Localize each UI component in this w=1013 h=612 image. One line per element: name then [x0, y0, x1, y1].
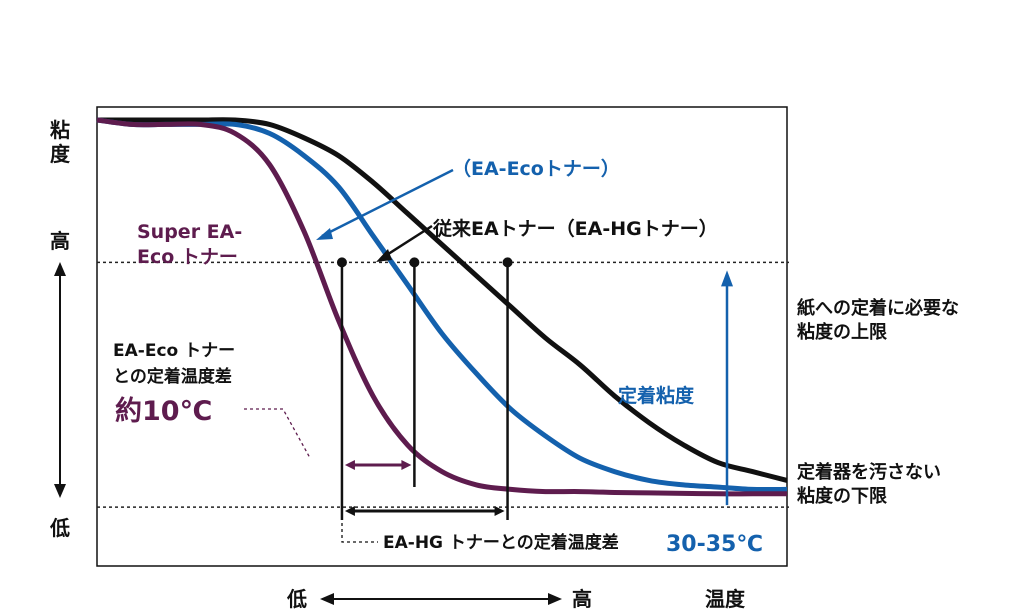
y-axis-low-label: 低: [49, 516, 70, 540]
hg-diff-dashed-leader: [341, 517, 378, 543]
x-axis-arrowhead-left: [320, 593, 334, 605]
fixing-viscosity-label: 定着粘度: [618, 384, 695, 407]
hg-label-leader-arrowhead: [376, 249, 392, 262]
eco-diff-value: 約10℃: [115, 395, 212, 427]
upper-limit-label-line-1: 紙への定着に必要な: [797, 297, 959, 319]
x-axis-title: 温度: [705, 587, 746, 611]
eco-label-leader-arrowhead: [316, 228, 333, 240]
hg-temp-diff-arrowhead-right: [494, 506, 505, 516]
y-axis-label-char-1: 粘: [50, 118, 70, 142]
y-axis-label-char-2: 度: [50, 142, 71, 166]
x-axis-high-label: 高: [572, 587, 592, 611]
y-axis-arrowhead-up: [54, 262, 66, 276]
upper-limit-label-line-2: 粘度の上限: [797, 321, 888, 343]
intersection-point: [409, 257, 420, 268]
fixing-viscosity-range-arrowhead: [721, 270, 733, 287]
lower-limit-label-line-1: 定着器を汚さない: [797, 461, 941, 483]
y-axis-arrowhead-down: [54, 484, 66, 498]
hg-diff-value: 30-35℃: [666, 532, 763, 557]
x-axis-arrowhead-right: [548, 593, 562, 605]
hg-temp-diff-arrowhead-left: [344, 506, 355, 516]
intersection-point: [336, 257, 347, 268]
eco-label-leader-line: [321, 168, 454, 238]
lower-limit-label-line-2: 粘度の下限: [797, 485, 888, 507]
hg-label-leader-line: [381, 224, 433, 260]
eco-diff-dashed-leader: [244, 408, 311, 459]
super-ea-eco-label-line-2: Eco トナー: [137, 246, 238, 268]
eco-temp-diff-arrowhead-right: [401, 460, 412, 470]
ea-hg-series-label: 従来EAトナー（EA-HGトナー）: [432, 217, 718, 240]
super-ea-eco-label-line-1: Super EA-: [137, 221, 242, 243]
intersection-points: [336, 257, 513, 268]
ea-eco-series-label: （EA-Ecoトナー）: [452, 157, 620, 180]
intersection-drop-lines: [340, 262, 509, 520]
eco-temp-diff-arrowhead-left: [344, 460, 355, 470]
eco-diff-label-line-2: との定着温度差: [113, 366, 232, 387]
x-axis-low-label: 低: [286, 587, 307, 611]
plot-frame: [96, 106, 788, 567]
y-axis-high-label: 高: [50, 229, 70, 253]
hg-diff-label: EA-HG トナーとの定着温度差: [383, 532, 619, 553]
intersection-point: [502, 257, 513, 268]
eco-diff-label-line-1: EA-Eco トナー: [113, 341, 235, 361]
series-line-super-ea-eco-toner: [96, 117, 787, 497]
series-line-ea-hg-toner: [97, 117, 788, 483]
